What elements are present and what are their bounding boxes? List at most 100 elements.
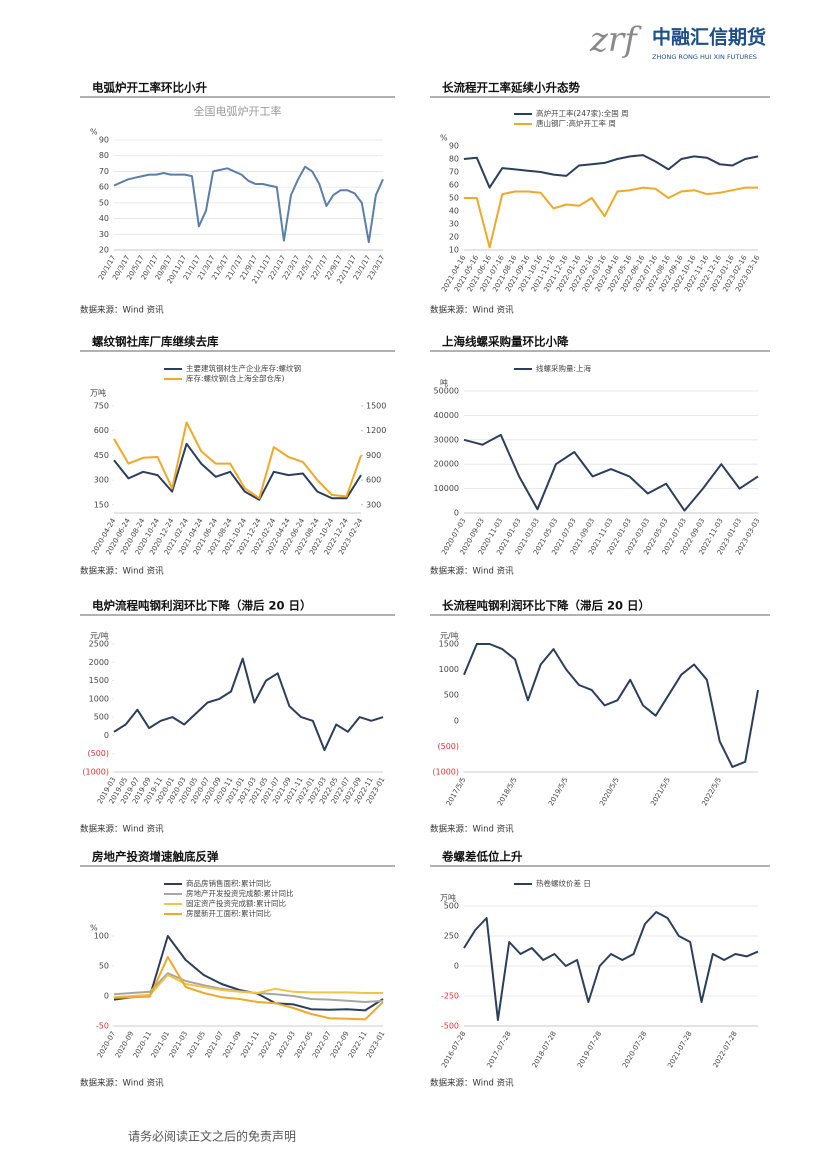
y-tick-label: 80 (99, 151, 109, 160)
y-tick-label: 300 (94, 476, 109, 485)
y-unit: 万吨 (440, 893, 456, 903)
y-tick-label: 10 (449, 246, 459, 255)
company-name: 中融汇信期货 (652, 26, 766, 49)
data-source: 数据来源：Wind 资讯 (430, 566, 514, 577)
x-tick-label: 2022-07-28 (712, 1030, 739, 1069)
y-tick-label: 250 (444, 932, 459, 941)
y-tick-label: (1000) (432, 768, 459, 777)
y-tick-label: 20 (449, 233, 459, 242)
y-unit: 元/吨 (90, 631, 109, 641)
x-tick-label: 2016-07-28 (440, 1030, 467, 1069)
legend-label: 固定资产投资完成额:累计同比 (186, 898, 287, 908)
data-source: 数据来源：Wind 资讯 (430, 824, 514, 835)
x-tick-label: 2022/5/5 (700, 776, 723, 807)
x-tick-label: 2018/5/5 (496, 776, 519, 807)
data-source: 数据来源：Wind 资讯 (80, 1078, 164, 1089)
section-heading: 上海线螺采购量环比小降 (442, 335, 569, 349)
x-tick-label: 2020-07-28 (621, 1030, 648, 1069)
y-tick-label: 50 (449, 194, 459, 203)
section-heading: 螺纹钢社库厂库继续去库 (92, 335, 219, 349)
x-tick-label: 2019-07-28 (576, 1030, 603, 1069)
y-tick-label: 1000 (439, 665, 459, 674)
data-source: 数据来源：Wind 资讯 (80, 566, 164, 577)
y-unit: % (90, 128, 98, 137)
data-source: 数据来源：Wind 资讯 (80, 305, 164, 316)
y-tick-label: 40 (99, 214, 109, 223)
data-line (113, 421, 362, 500)
y-tick-label: (500) (437, 742, 459, 751)
y-tick-label: 90 (99, 136, 109, 145)
legend-label: 房屋新开工面积:累计同比 (186, 908, 272, 918)
y-tick-label: 1000 (89, 694, 109, 703)
legend-label: 商品房销售面积:累计同比 (186, 878, 272, 888)
logo: zrf (589, 20, 642, 60)
y-tick-label: 70 (99, 167, 109, 176)
y-tick-label: 2500 (89, 640, 109, 649)
y-tick-label: 50000 (434, 387, 459, 396)
y-unit: % (90, 924, 98, 933)
y-tick-label: 0 (104, 731, 109, 740)
section-heading: 房地产投资增速触底反弹 (92, 850, 219, 864)
y2-tick-label: 300 (366, 500, 381, 509)
y-tick-label: -500 (441, 1022, 459, 1031)
data-source: 数据来源：Wind 资讯 (430, 1078, 514, 1089)
y-unit: % (440, 134, 448, 143)
data-source: 数据来源：Wind 资讯 (430, 305, 514, 316)
y-tick-label: 0 (454, 716, 459, 725)
legend-label: 主要建筑钢材生产企业库存:螺纹钢 (186, 363, 301, 373)
y-tick-label: 450 (94, 451, 109, 460)
x-tick-label: 2020/5/5 (598, 776, 621, 807)
legend-label: 库存:螺纹钢(含上海全部仓库) (186, 373, 284, 383)
y-tick-label: 500 (94, 713, 109, 722)
x-tick-label: 2017/5/5 (445, 776, 468, 807)
chart-inner-title: 全国电弧炉开工率 (194, 104, 282, 118)
x-tick-label: 2019/5/5 (547, 776, 570, 807)
y-tick-label: 1500 (439, 640, 459, 649)
y-tick-label: 500 (444, 691, 459, 700)
y-tick-label: 50 (99, 198, 109, 207)
x-tick-label: 2021/5/5 (649, 776, 672, 807)
data-source: 数据来源：Wind 资讯 (80, 824, 164, 835)
section-heading: 长流程开工率延续小升态势 (442, 81, 580, 95)
y-unit: 元/吨 (440, 631, 459, 641)
data-line (463, 911, 759, 1021)
data-line (113, 657, 384, 752)
x-tick-label: 2021-07-28 (666, 1030, 693, 1069)
y-tick-label: 20000 (434, 460, 459, 469)
data-line (113, 935, 384, 1012)
x-tick-label: 2018-07-28 (531, 1030, 558, 1069)
company-name-en: ZHONG RONG HUI XIN FUTURES (652, 53, 757, 61)
data-line (463, 433, 759, 512)
y-tick-label: 2000 (89, 658, 109, 667)
y-tick-label: 90 (449, 142, 459, 151)
y-tick-label: 600 (94, 426, 109, 435)
y-unit: 吨 (440, 378, 448, 388)
y-tick-label: 1500 (89, 676, 109, 685)
y-tick-label: 60 (449, 181, 459, 190)
y-tick-label: 70 (449, 168, 459, 177)
data-line (113, 165, 384, 244)
y-tick-label: -250 (441, 992, 459, 1001)
y-tick-label: 750 (94, 401, 109, 410)
y2-tick-label: 900 (366, 451, 381, 460)
data-line (464, 186, 758, 249)
section-heading: 电炉流程吨钢利润环比下降（滞后 20 日） (92, 599, 312, 613)
data-line (113, 956, 384, 1021)
y-tick-label: -50 (96, 1022, 109, 1031)
data-line (113, 974, 383, 999)
y-tick-label: 10000 (434, 484, 459, 493)
y-tick-label: 30 (449, 220, 459, 229)
y-tick-label: 500 (444, 902, 459, 911)
x-tick-label: 2017-07-28 (485, 1030, 512, 1069)
y-unit: 万吨 (90, 388, 106, 398)
y-tick-label: 0 (454, 509, 459, 518)
y-tick-label: 150 (94, 500, 109, 509)
y2-tick-label: 600 (366, 476, 381, 485)
data-line (113, 442, 362, 501)
legend-label: 高炉开工率(247家):全国 周 (536, 108, 629, 118)
y2-tick-label: 1200 (366, 426, 386, 435)
y-tick-label: 30 (99, 230, 109, 239)
y-tick-label: 40000 (434, 411, 459, 420)
y-tick-label: 40 (449, 207, 459, 216)
